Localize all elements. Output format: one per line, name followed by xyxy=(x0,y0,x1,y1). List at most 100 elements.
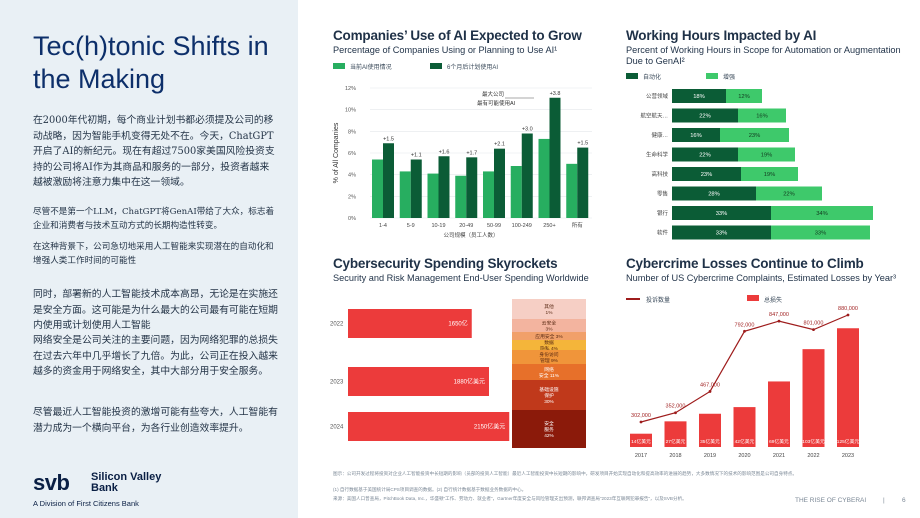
row-label: 软件 xyxy=(657,229,669,237)
complaints-point xyxy=(743,329,746,333)
page-footer-label: THE RISE OF CYBERAI xyxy=(795,497,867,504)
stack-segment xyxy=(512,410,586,448)
footnote-sources: (1) 自行数据基于美国统计局CPS项目调查的数据。(2) 自行统计数据基于数据… xyxy=(333,487,527,492)
complaints-value-label: 467,000 xyxy=(700,382,720,388)
legend-current: 当前AI使用情况 xyxy=(350,65,392,71)
bar-planned xyxy=(410,159,422,218)
row-label: 高科技 xyxy=(651,170,668,178)
x-tick-label: 5-9 xyxy=(407,223,415,229)
bar-augmentation xyxy=(771,206,873,220)
loss-value-label: 35亿美元 xyxy=(700,438,720,445)
loss-bar xyxy=(837,328,859,447)
spending-value-label: 1880亿美元 xyxy=(454,378,485,386)
data-label: +1.7 xyxy=(466,150,477,156)
footnote-main: 图示：公司开发过程将投资对企业人工智能投资中长短期的影响（员部的投资人工智能）最… xyxy=(333,471,797,476)
automation-value-label: 22% xyxy=(699,153,711,159)
augmentation-value-label: 19% xyxy=(761,153,773,159)
x-tick-label: 50-99 xyxy=(487,223,501,229)
cybersecurity-paragraph: 网络安全是公司关注的主要问题，因为网络犯罪的总损失在过去六年中几乎增长了九倍。为… xyxy=(33,335,278,377)
page-number: 6 xyxy=(902,497,906,504)
bar-current xyxy=(510,166,522,218)
legend-swatch-losses xyxy=(747,295,759,301)
bar-current xyxy=(399,171,411,218)
bar-planned xyxy=(438,156,450,218)
year-label: 2024 xyxy=(330,425,344,431)
bar-automation xyxy=(672,89,726,103)
legend-swatch-current xyxy=(333,63,345,69)
bar-planned xyxy=(521,133,533,218)
y-tick-label: 8% xyxy=(348,129,356,135)
spending-bar xyxy=(348,309,472,338)
annotation-line1: 最大公司 xyxy=(482,90,504,98)
complaints-point xyxy=(812,328,815,332)
stack-segment xyxy=(512,332,586,340)
bar-planned xyxy=(383,143,394,218)
stack-label: 3% xyxy=(546,327,554,333)
y-tick-label: 0% xyxy=(348,216,356,222)
complaints-value-label: 880,000 xyxy=(838,306,858,312)
augmentation-value-label: 22% xyxy=(783,192,795,198)
y-tick-label: 4% xyxy=(348,173,356,179)
complaints-point xyxy=(777,319,781,323)
loss-value-label: 103亿美元 xyxy=(802,438,825,445)
y-tick-label: 10% xyxy=(345,108,356,114)
automation-value-label: 28% xyxy=(708,192,720,198)
legend-swatch-automation xyxy=(626,73,638,79)
loss-bar xyxy=(768,381,790,447)
bar-augmentation xyxy=(741,167,798,181)
loss-value-label: 14亿美元 xyxy=(631,438,651,445)
automation-value-label: 33% xyxy=(716,231,728,237)
data-label: +1.5 xyxy=(577,141,588,147)
page-footer-separator: | xyxy=(883,497,885,504)
stack-label: 42% xyxy=(544,433,554,439)
complaints-value-label: 847,000 xyxy=(769,312,789,318)
automation-value-label: 16% xyxy=(690,133,702,139)
spending-bar xyxy=(348,367,489,396)
bar-planned xyxy=(577,147,589,218)
intro-paragraph: 在2000年代初期，每个商业计划书都必须提及公司的移动战略，因为智能手机变得无处… xyxy=(33,115,275,188)
row-label: 健康… xyxy=(651,131,668,139)
sidebar: Tec(h)tonic Shifts in the Making 在2000年代… xyxy=(0,0,298,518)
outlook-paragraph: 尽管最近人工智能投资的激增可能有些夸大，人工智能有潜力成为一个横向平台，为各行业… xyxy=(33,407,278,434)
row-label: 零售 xyxy=(657,190,668,198)
bar-automation xyxy=(672,128,720,142)
complaints-point xyxy=(708,390,712,393)
stack-label: 云安全 xyxy=(542,320,557,327)
cost-paragraph: 同时，部署新的人工智能技术成本高昂，无论是在实施还是安全方面。这可能是为什么最大… xyxy=(33,289,278,331)
data-label: +2.1 xyxy=(494,142,505,148)
bar-automation xyxy=(672,225,771,240)
complaints-value-label: 801,000 xyxy=(804,321,824,327)
spending-value-label: 2150亿美元 xyxy=(474,423,505,431)
complaints-point xyxy=(674,411,677,415)
panel3-subtitle: Security and Risk Management End-User Sp… xyxy=(333,273,589,283)
cyber-spending-chart: 2022 1650亿 2023 1880亿美元 2024 2150亿美元 其他1% 云安全3%… xyxy=(330,299,586,448)
year-label: 2019 xyxy=(704,453,716,459)
x-tick-label: 1-4 xyxy=(379,223,387,229)
bar-augmentation xyxy=(756,186,822,201)
year-label: 2020 xyxy=(738,453,750,459)
stack-label: 网络 xyxy=(544,366,554,373)
y-tick-label: 12% xyxy=(345,86,356,92)
x-axis-label: 公司规模（员工人数） xyxy=(443,231,498,239)
ai-use-chart: 0% 2% 4% 6% 8% 10% 12% % of All Companies +1.5 1-… xyxy=(333,86,592,239)
complaints-point xyxy=(639,420,643,424)
logo-name: Silicon Valley Bank xyxy=(91,471,162,494)
x-tick-label: 所有 xyxy=(572,221,584,229)
augmentation-value-label: 16% xyxy=(756,114,768,120)
bar-augmentation xyxy=(738,108,786,123)
loss-value-label: 27亿美元 xyxy=(666,438,686,445)
bar-augmentation xyxy=(720,128,789,142)
year-label: 2023 xyxy=(842,453,854,459)
footnote-more: 来源：美国人口普查局，PitchBook Data, Inc.，华盛顿“工作、劳… xyxy=(333,496,687,501)
complaints-value-label: 792,000 xyxy=(735,322,755,328)
year-label: 2018 xyxy=(669,453,681,459)
stack-label: 隐私 4% xyxy=(540,345,559,352)
bar-automation xyxy=(672,167,741,181)
loss-bar xyxy=(699,413,721,447)
bar-augmentation xyxy=(726,89,762,103)
legend-augmentation: 增强 xyxy=(723,75,736,81)
spending-bar xyxy=(348,412,510,441)
legend-swatch-planned xyxy=(430,63,442,69)
complaints-value-label: 302,000 xyxy=(631,413,651,419)
bar-planned xyxy=(466,157,478,218)
